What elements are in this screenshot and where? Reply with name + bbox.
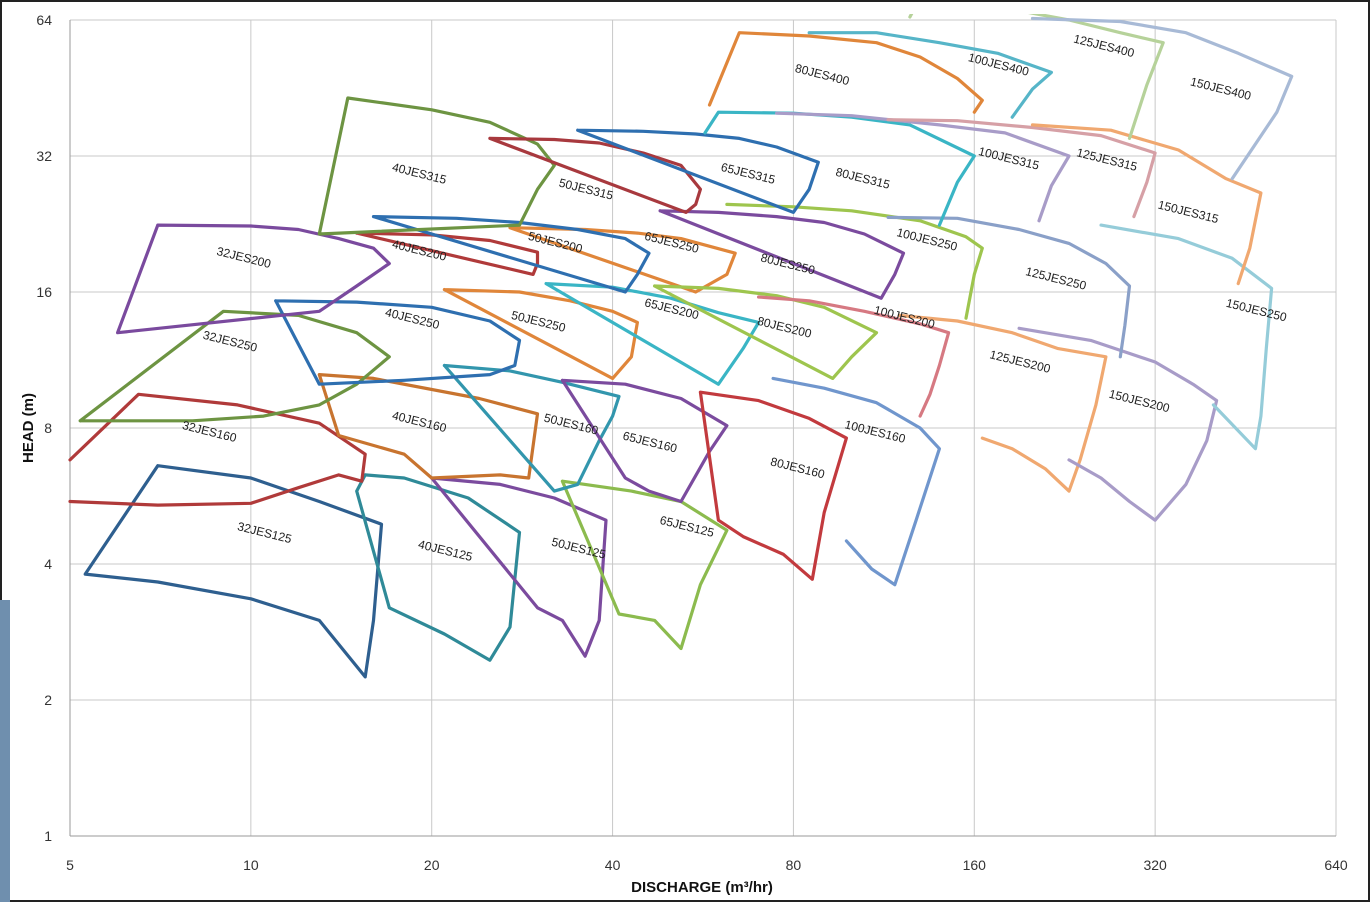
y-tick-label: 8: [44, 420, 52, 436]
series-curve-80jes400: [707, 31, 984, 114]
series-group: [68, 14, 1294, 679]
series-curve-150jes315: [1030, 123, 1263, 286]
series-curve-125jes400: [908, 14, 1165, 140]
series-curve-100jes400: [807, 31, 1054, 119]
y-tick-label: 64: [36, 12, 52, 28]
x-tick-label: 20: [424, 857, 440, 873]
series-curve-50jes315: [488, 136, 703, 214]
series-curve-40jes125: [355, 473, 522, 662]
series-curve-40jes160: [317, 373, 540, 480]
series-curve-50jes200: [371, 215, 651, 294]
series-curve-150jes400: [1030, 16, 1294, 181]
series-curve-100jes160: [771, 376, 942, 587]
series-curve-32jes125: [83, 464, 384, 679]
side-color-strip: [0, 600, 10, 902]
series-curve-100jes315: [774, 111, 1071, 223]
y-tick-label: 32: [36, 148, 52, 164]
series-curve-150jes250: [1099, 223, 1274, 451]
x-tick-label: 320: [1143, 857, 1167, 873]
series-curve-50jes160: [442, 363, 621, 493]
series-curve-50jes125: [430, 476, 608, 658]
x-tick-label: 80: [786, 857, 802, 873]
series-curve-65jes125: [560, 479, 729, 651]
y-tick-label: 4: [44, 556, 52, 572]
series-curve-125jes315: [886, 118, 1157, 219]
series-curve-80jes200: [652, 284, 879, 380]
series-curve-65jes315: [576, 128, 820, 214]
x-tick-label: 640: [1324, 857, 1348, 873]
x-tick-label: 5: [66, 857, 74, 873]
series-curve-80jes250: [658, 209, 906, 300]
x-tick-label: 10: [243, 857, 259, 873]
series-curve-32jes160: [68, 392, 367, 507]
series-curve-40jes250: [274, 299, 522, 386]
series-curve-125jes200: [897, 313, 1108, 493]
y-axis-title: HEAD (m): [20, 393, 37, 463]
y-tick-label: 16: [36, 284, 52, 300]
x-tick-label: 40: [605, 857, 621, 873]
series-curve-80jes315: [703, 110, 976, 227]
series-curve-32jes250: [78, 309, 391, 423]
series-curve-65jes200: [544, 282, 761, 386]
series-curve-32jes200: [115, 223, 391, 335]
series-curve-80jes160: [698, 390, 849, 581]
series-curve-100jes200: [756, 295, 951, 418]
series-curve-125jes250: [886, 215, 1132, 359]
tick-labels: 5 10 20 40 80 160 320 640 1 2 4 8 16 32 64: [36, 12, 1347, 873]
x-axis-title: DISCHARGE (m³/hr): [631, 879, 773, 896]
x-tick-label: 160: [963, 857, 987, 873]
y-tick-label: 1: [44, 828, 52, 844]
series-curve-150jes200: [1017, 326, 1219, 522]
series-curve-40jes315: [317, 96, 556, 236]
series-curve-100jes250: [725, 202, 984, 320]
y-tick-label: 2: [44, 692, 52, 708]
series-curve-50jes250: [442, 288, 640, 380]
